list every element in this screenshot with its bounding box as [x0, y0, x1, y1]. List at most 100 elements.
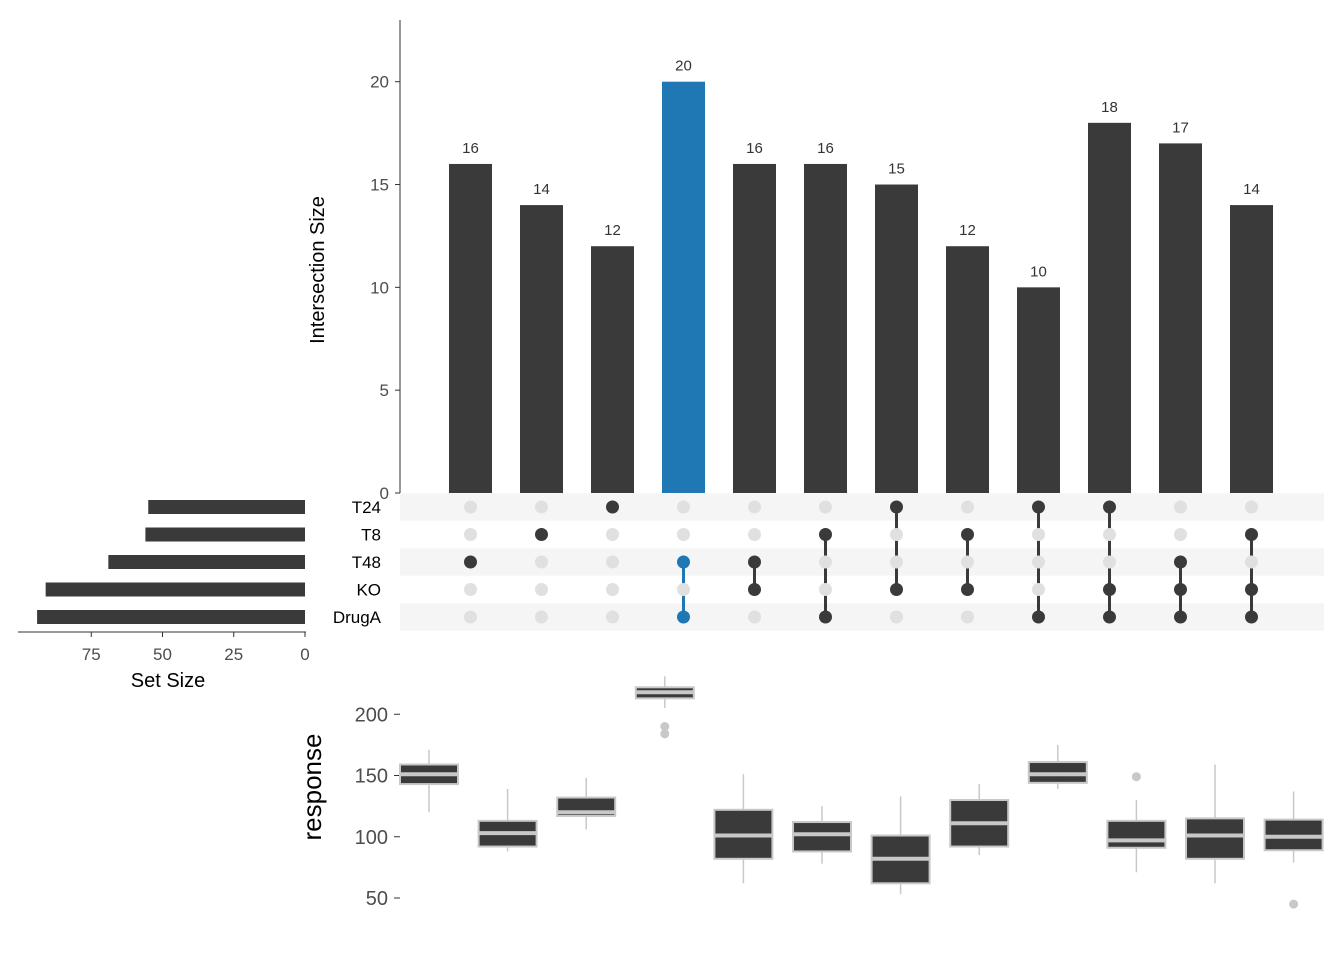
box-body [1185, 817, 1245, 860]
intersection-bar [733, 163, 776, 493]
matrix-dot-inactive [961, 610, 974, 624]
box-body [792, 821, 852, 853]
matrix-dot-active [890, 583, 903, 596]
matrix-dot-inactive [748, 610, 761, 624]
matrix-dot-active [1174, 583, 1187, 596]
matrix-dot-active [606, 500, 619, 514]
intersection-y-axis: 0 5 10 15 20 [370, 20, 401, 503]
matrix-dot-active [748, 555, 761, 569]
set-size-tick-label: 50 [153, 645, 172, 664]
bar-value-label: 16 [817, 140, 834, 157]
set-labels: T24 T8 T48 KO DrugA [333, 498, 382, 627]
bar-value-label: 12 [604, 222, 621, 239]
set-size-tick-label: 0 [300, 645, 309, 664]
matrix-dot-inactive [677, 528, 690, 541]
matrix-dot-inactive [464, 528, 477, 541]
matrix-dot-inactive [890, 555, 903, 569]
box-outlier [1289, 899, 1299, 909]
matrix-dot-inactive [1103, 528, 1116, 541]
set-label: T8 [361, 526, 381, 545]
box-outlier [660, 722, 670, 731]
set-label: T48 [352, 553, 381, 572]
matrix-dot-inactive [464, 610, 477, 624]
matrix-dot-active [677, 610, 690, 624]
bar-value-label: 16 [462, 140, 479, 157]
set-size-title: Set Size [131, 670, 205, 692]
intersection-bar [520, 205, 563, 493]
intersection-bar [1230, 205, 1273, 493]
matrix-dot-inactive [1032, 528, 1045, 541]
matrix-dot-inactive [1174, 500, 1187, 514]
set-size-tick-label: 75 [82, 645, 101, 664]
matrix-dot-inactive [535, 555, 548, 569]
y-tick-label: 20 [370, 73, 389, 92]
set-size-bar [108, 555, 305, 569]
matrix-dot-active [961, 528, 974, 541]
matrix-dot-active [1103, 500, 1116, 514]
matrix-dot-inactive [890, 528, 903, 541]
response-boxplots: 50 100 150 200 [355, 676, 1324, 910]
matrix-dot-active [1103, 610, 1116, 624]
bar-value-label: 12 [959, 222, 976, 239]
matrix-dot-active [535, 528, 548, 541]
matrix-dot-inactive [464, 500, 477, 514]
bar-value-label: 17 [1172, 119, 1189, 136]
intersection-bars: 16 14 12 20 16 16 15 12 10 18 17 14 [449, 58, 1273, 494]
matrix-dot-active [890, 500, 903, 514]
response-y-tick-label: 50 [366, 888, 388, 910]
matrix-dot-inactive [1245, 500, 1258, 514]
intersection-bar [662, 81, 705, 494]
set-size-bar [45, 582, 306, 597]
y-tick-label: 10 [370, 278, 389, 297]
set-size-bar [148, 500, 305, 514]
matrix-stripe [400, 493, 1324, 521]
matrix-dot-inactive [1103, 555, 1116, 569]
matrix-dot-inactive [961, 500, 974, 514]
matrix-dot-inactive [535, 610, 548, 624]
bar-value-label: 16 [746, 140, 763, 157]
matrix-dot-inactive [464, 583, 477, 596]
set-label: T24 [352, 498, 381, 517]
y-tick-label: 15 [370, 176, 389, 195]
bar-value-label: 14 [1243, 181, 1260, 198]
bar-value-label: 18 [1101, 99, 1118, 116]
matrix-stripes [400, 493, 1324, 631]
matrix-dot-inactive [677, 583, 690, 596]
intersection-bar [449, 163, 492, 493]
matrix-dot-active [1245, 583, 1258, 596]
matrix-dot-inactive [606, 555, 619, 569]
matrix-stripe [400, 548, 1324, 576]
matrix-dot-inactive [748, 500, 761, 514]
intersection-bar [946, 246, 989, 493]
bar-value-label: 14 [533, 181, 550, 198]
matrix-dot-inactive [890, 610, 903, 624]
set-size-bar [37, 610, 305, 624]
intersection-bar [804, 163, 847, 493]
matrix-dot-inactive [1032, 583, 1045, 596]
intersection-bar [1159, 143, 1202, 494]
matrix-dot-active [1032, 500, 1045, 514]
response-y-tick-label: 100 [355, 827, 388, 849]
set-label: KO [356, 581, 381, 600]
matrix-dot-inactive [677, 500, 690, 514]
set-size-tick-label: 25 [224, 645, 243, 664]
intersection-bar [1017, 287, 1060, 493]
matrix-dot-active [819, 528, 832, 541]
response-y-tick-label: 200 [355, 704, 388, 726]
bar-value-label: 15 [888, 161, 905, 178]
matrix-dot-inactive [748, 528, 761, 541]
intersection-bar [875, 184, 918, 494]
matrix-dot-inactive [1245, 555, 1258, 569]
matrix-dot-active [1174, 555, 1187, 569]
bar-value-label: 10 [1030, 263, 1047, 280]
box-outlier [660, 729, 670, 739]
intersection-matrix [464, 500, 1258, 624]
set-size-bar [145, 527, 305, 542]
matrix-dot-active [961, 583, 974, 596]
matrix-dot-inactive [1032, 555, 1045, 569]
matrix-dot-inactive [819, 500, 832, 514]
matrix-dot-active [1103, 583, 1116, 596]
box-outlier [1131, 772, 1141, 782]
intersection-bar [1088, 122, 1131, 494]
